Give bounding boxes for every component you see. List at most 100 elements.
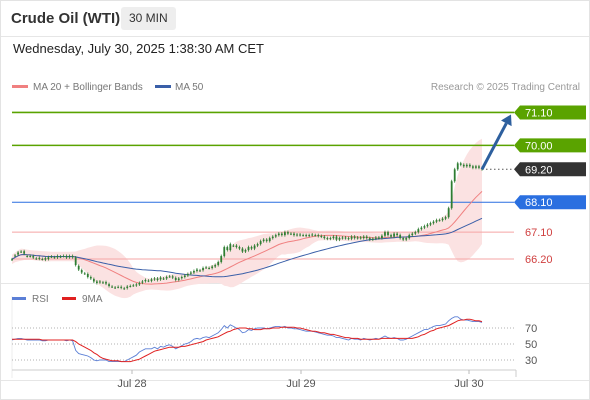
candle-body — [183, 275, 186, 277]
candle-body — [229, 244, 232, 251]
candle-body — [362, 236, 365, 239]
candle-body — [329, 238, 332, 240]
level-label-68.10: 68.10 — [525, 197, 553, 209]
candle-body — [68, 256, 71, 258]
rsi-ma9-line — [12, 318, 483, 363]
ma50-line — [11, 217, 483, 278]
candle-body — [108, 284, 110, 286]
forecast-arrow-shaft — [480, 122, 508, 171]
candle-body — [144, 279, 147, 282]
level-tag-70.00 — [514, 138, 586, 153]
level-label-67.10: 67.10 — [525, 227, 553, 239]
candle-body — [353, 236, 356, 239]
ma50-legend-swatch — [155, 85, 171, 88]
candle-body — [174, 277, 177, 280]
candle-body — [435, 220, 438, 222]
candle-body — [20, 251, 23, 253]
candle-body — [283, 232, 286, 236]
candle-body — [114, 287, 117, 289]
candle-body — [335, 236, 338, 240]
candle-body — [387, 232, 389, 236]
candle-body — [341, 237, 344, 239]
candle-body — [32, 256, 35, 258]
candle-body — [214, 265, 217, 267]
candle-body — [299, 234, 301, 236]
candle-body — [268, 238, 271, 242]
rsi-tick-label: 30 — [525, 355, 537, 367]
level-label-69.20: 69.20 — [525, 164, 553, 176]
candle-body — [17, 252, 19, 255]
candle-body — [456, 163, 459, 170]
candle-body — [159, 277, 162, 280]
candle-body — [287, 232, 289, 234]
candle-body — [390, 235, 392, 237]
candle-body — [186, 274, 189, 276]
source-credit: Research © 2025 Trading Central — [431, 82, 580, 93]
ma9-legend-label: 9MA — [82, 294, 103, 305]
candle-body — [141, 281, 144, 283]
candle-body — [417, 229, 420, 233]
candle-body — [177, 278, 180, 280]
rsi-legend-label: RSI — [32, 294, 49, 305]
candle-body — [86, 274, 89, 277]
candle-body — [29, 256, 32, 258]
candle-body — [347, 238, 350, 240]
candle-body — [420, 227, 423, 230]
key-levels — [12, 111, 514, 260]
candle-body — [368, 238, 371, 240]
candles — [11, 161, 483, 290]
candle-body — [44, 258, 47, 260]
candle-body — [138, 282, 141, 285]
candle-body — [202, 268, 204, 271]
candle-body — [365, 236, 368, 239]
timeframe-button[interactable]: 30 MIN — [121, 7, 176, 30]
candle-body — [384, 232, 386, 236]
candle-body — [135, 284, 138, 286]
candle-body — [250, 247, 253, 249]
candle-body — [99, 281, 101, 283]
candle-body — [62, 256, 65, 258]
candle-body — [189, 272, 192, 274]
candle-body — [120, 286, 123, 288]
candle-body — [274, 235, 277, 237]
candle-body — [426, 224, 429, 227]
candle-body — [253, 245, 256, 249]
bollinger-band — [12, 138, 482, 299]
candle-body — [211, 266, 214, 269]
candle-body — [244, 250, 247, 252]
candle-body — [323, 236, 326, 239]
candle-body — [165, 276, 168, 279]
candle-body — [450, 181, 453, 209]
candle-body — [171, 276, 174, 278]
candle-body — [196, 269, 198, 272]
candle-body — [441, 218, 444, 221]
candle-body — [56, 256, 59, 258]
candle-body — [259, 241, 262, 245]
candle-body — [293, 233, 295, 236]
rsi-legend-swatch — [12, 297, 26, 300]
instrument-title: Crude Oil (WTI) — [11, 10, 121, 27]
candle-body — [308, 235, 311, 237]
candle-body — [344, 237, 347, 239]
timestamp: Wednesday, July 30, 2025 1:38:30 AM CET — [13, 41, 264, 56]
candle-body — [105, 282, 107, 284]
candle-body — [377, 237, 380, 239]
candle-body — [35, 258, 38, 260]
ma50-legend-label: MA 50 — [175, 82, 204, 93]
candle-body — [305, 235, 308, 237]
candle-body — [350, 236, 353, 239]
candle-body — [123, 288, 126, 290]
level-tag-68.10 — [514, 195, 586, 210]
x-axis: Jul 28 Jul 29 Jul 30 — [12, 369, 517, 390]
candle-body — [226, 247, 229, 251]
candle-body — [402, 238, 405, 240]
candle-body — [314, 235, 317, 237]
candle-body — [429, 223, 432, 225]
candle-body — [296, 234, 298, 236]
rsi-line — [11, 316, 483, 363]
candle-body — [468, 164, 471, 167]
candle-body — [374, 237, 377, 239]
candle-body — [290, 233, 292, 235]
candle-body — [162, 278, 165, 280]
